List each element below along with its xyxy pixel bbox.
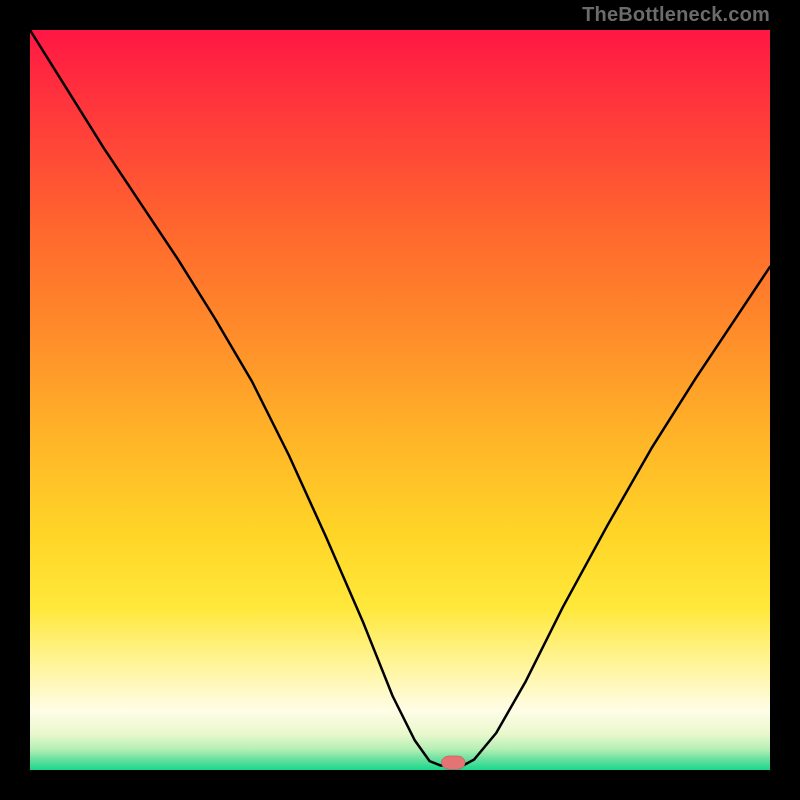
chart-background: [30, 30, 770, 770]
marker-dot: [441, 756, 465, 769]
chart-svg: [30, 30, 770, 770]
chart-frame: TheBottleneck.com: [0, 0, 800, 800]
watermark-label: TheBottleneck.com: [582, 4, 770, 27]
plot-area: [30, 30, 770, 770]
